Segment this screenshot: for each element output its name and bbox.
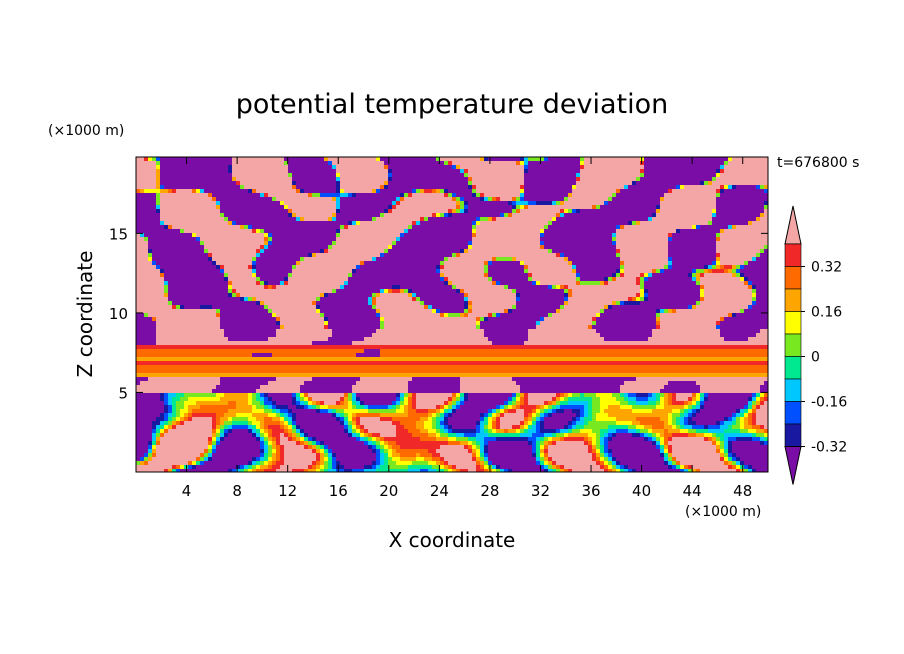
colorbar-segment	[784, 243, 802, 267]
x-tick-label: 48	[733, 482, 752, 500]
colorbar-segment	[784, 378, 802, 402]
y-axis-label: Z coordinate	[73, 251, 97, 378]
x-unit-label: (×1000 m)	[685, 504, 761, 520]
colorbar-segment	[784, 423, 802, 447]
time-label: t=676800 s	[777, 155, 859, 171]
x-tick-label: 12	[278, 482, 297, 500]
x-tick-label: 8	[232, 482, 242, 500]
x-tick-label: 16	[329, 482, 348, 500]
colorbar-extend-max	[784, 205, 802, 245]
x-axis-label: X coordinate	[389, 528, 516, 552]
colorbar-tick-label: 0.16	[811, 305, 842, 321]
chart-title: potential temperature deviation	[236, 89, 668, 120]
x-tick-label: 32	[531, 482, 550, 500]
colorbar-segment	[784, 401, 802, 425]
colorbar-segment	[784, 266, 802, 290]
x-axis: 4 8 12 16 20 24 28 32 36 40 44 48	[182, 157, 752, 500]
y-tick-label: 15	[109, 225, 128, 243]
contour-field	[136, 157, 768, 472]
colorbar-tick-label: -0.32	[811, 440, 847, 456]
y-tick-label: 10	[109, 305, 128, 323]
colorbar-segment	[784, 333, 802, 357]
y-unit-label: (×1000 m)	[48, 123, 124, 139]
x-tick-label: 44	[683, 482, 702, 500]
x-tick-label: 36	[581, 482, 600, 500]
x-tick-label: 28	[480, 482, 499, 500]
colorbar: 0.32 0.16 0 -0.16 -0.32	[784, 205, 847, 485]
colorbar-extend-min	[784, 446, 802, 485]
x-tick-label: 40	[632, 482, 651, 500]
x-tick-label: 4	[182, 482, 192, 500]
colorbar-segment	[784, 311, 802, 335]
y-axis: 5 10 15	[109, 225, 768, 402]
x-tick-label: 24	[430, 482, 449, 500]
x-tick-label: 20	[379, 482, 398, 500]
colorbar-segment	[784, 288, 802, 312]
colorbar-tick-label: -0.16	[811, 395, 847, 411]
y-tick-label: 5	[118, 384, 128, 402]
colorbar-segment	[784, 356, 802, 380]
colorbar-tick-label: 0	[811, 350, 820, 366]
colorbar-tick-label: 0.32	[811, 260, 842, 276]
plot-frame	[135, 156, 769, 473]
